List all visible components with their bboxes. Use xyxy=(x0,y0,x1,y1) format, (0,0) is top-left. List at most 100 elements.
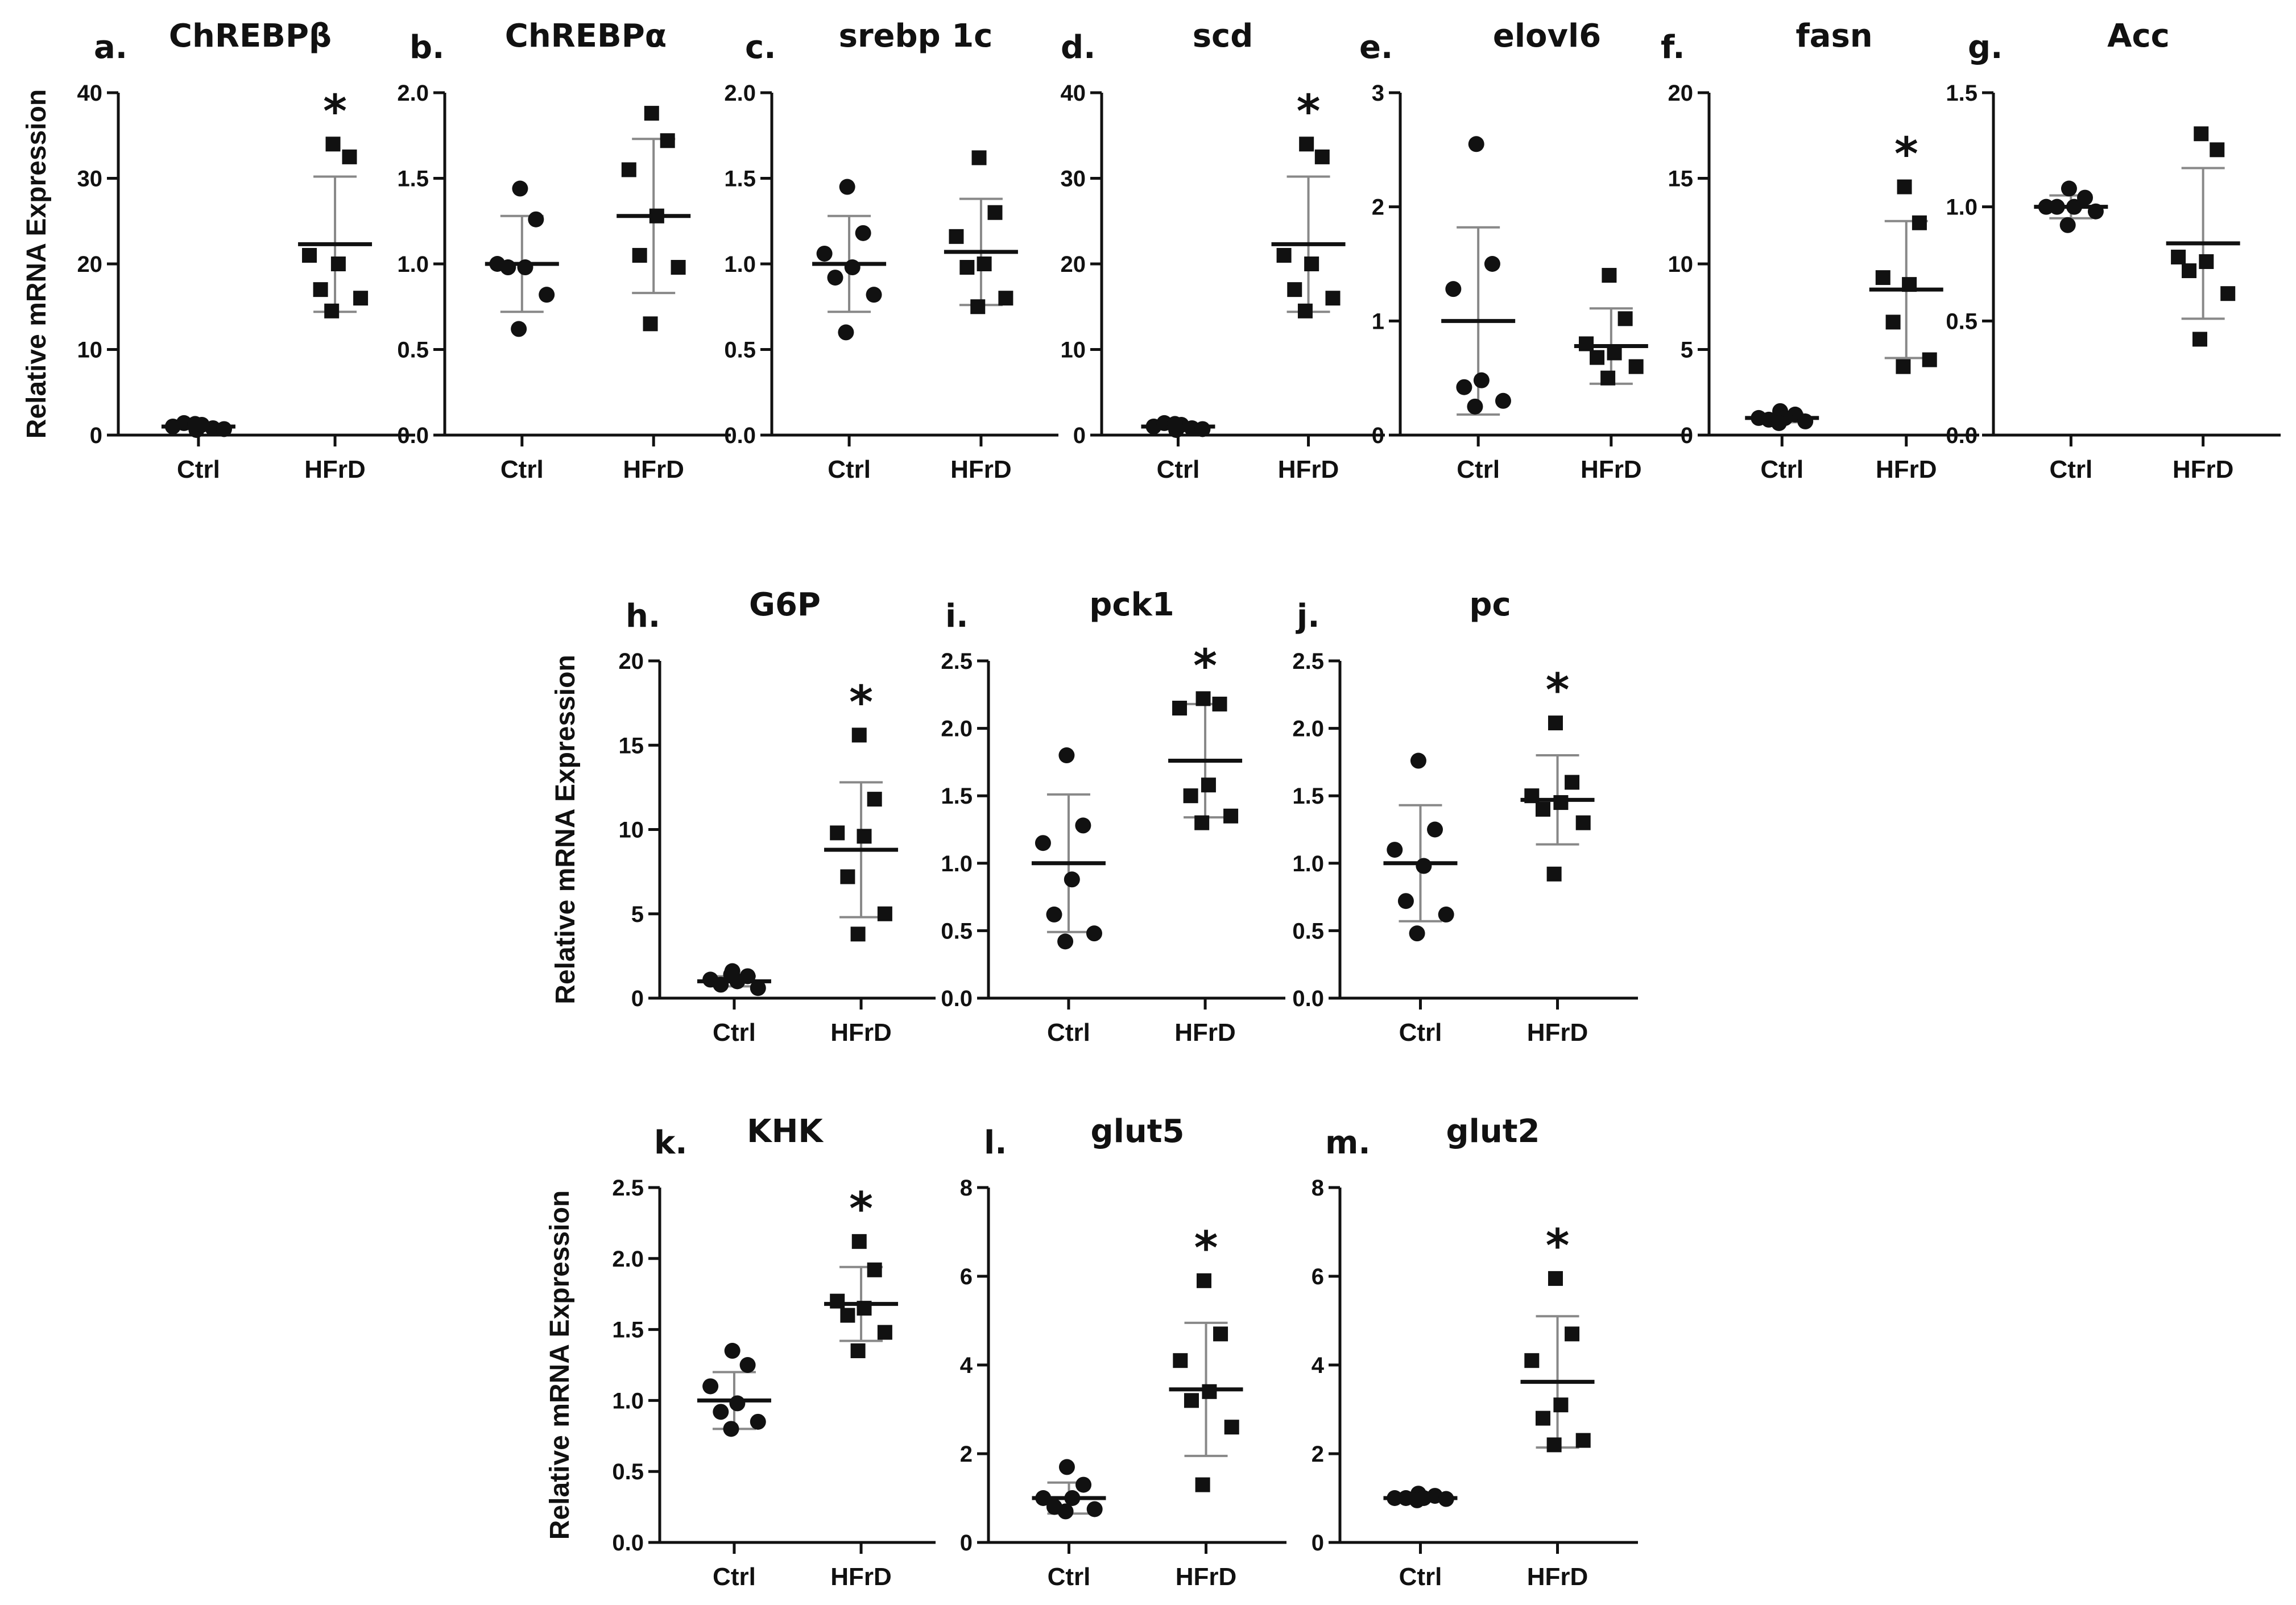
data-point xyxy=(1057,1503,1074,1520)
data-point xyxy=(324,303,340,318)
series-hfrd xyxy=(1574,268,1648,386)
data-point xyxy=(987,205,1003,220)
panel-title: ChREBPβ xyxy=(169,18,332,55)
data-point xyxy=(1172,701,1188,716)
y-tick-label: 10 xyxy=(619,818,644,843)
panel-title: KHK xyxy=(747,1113,824,1150)
data-point xyxy=(1579,336,1594,351)
data-point xyxy=(1535,801,1550,817)
data-point xyxy=(971,150,987,166)
data-point xyxy=(1456,379,1472,395)
panel-m: m. glut2 0 2 4 6 8 Ctrl HFrD * xyxy=(1312,1113,1638,1591)
data-point xyxy=(1575,1433,1591,1448)
y-tick-label: 1.5 xyxy=(1292,784,1324,809)
data-point xyxy=(1202,1384,1217,1399)
data-point xyxy=(1387,1490,1403,1506)
series-hfrd: * xyxy=(1169,1222,1243,1492)
data-point xyxy=(649,208,664,224)
y-tick-label: 0.0 xyxy=(724,423,756,448)
panel-letter: c. xyxy=(745,29,776,66)
panel-letter: f. xyxy=(1661,29,1685,66)
y-tick-label: 0 xyxy=(1372,423,1384,448)
y-tick-label: 30 xyxy=(77,167,103,192)
series-hfrd: * xyxy=(1271,85,1346,318)
panel-i: i. pck1 0.0 0.5 1.0 1.5 2.0 2.5 Ctrl HFrD * xyxy=(941,586,1285,1046)
y-tick-label: 1.5 xyxy=(724,167,756,192)
data-point xyxy=(1535,1410,1550,1426)
data-point xyxy=(621,162,636,177)
data-point xyxy=(1897,179,1912,195)
data-point xyxy=(877,906,892,921)
data-point xyxy=(840,1308,855,1323)
data-point xyxy=(1590,350,1605,365)
data-point xyxy=(643,316,658,332)
data-point xyxy=(1195,1477,1210,1492)
series-hfrd: * xyxy=(1520,1219,1595,1453)
data-point xyxy=(851,727,867,743)
data-point xyxy=(723,966,739,983)
x-tick-label: HFrD xyxy=(1278,456,1339,483)
panel-l: l. glut5 0 2 4 6 8 Ctrl HFrD * xyxy=(960,1113,1286,1591)
data-point xyxy=(1495,392,1511,409)
data-point xyxy=(539,287,555,303)
data-point xyxy=(1397,893,1414,909)
y-tick-label: 2 xyxy=(1372,195,1384,220)
data-point xyxy=(1524,788,1540,804)
data-point xyxy=(830,1293,845,1309)
significance-star: * xyxy=(1546,1219,1570,1272)
x-tick-label: Ctrl xyxy=(1399,1019,1442,1046)
series-hfrd xyxy=(2166,126,2240,347)
significance-star: * xyxy=(849,1182,873,1235)
x-tick-label: HFrD xyxy=(950,456,1012,483)
y-tick-label: 1.0 xyxy=(941,851,973,876)
data-point xyxy=(1524,1353,1540,1368)
panel-title: G6P xyxy=(749,586,821,623)
data-point xyxy=(1546,1437,1562,1453)
data-point xyxy=(511,321,527,337)
data-point xyxy=(671,260,686,275)
data-point xyxy=(724,1343,740,1359)
data-point xyxy=(2199,254,2214,269)
y-tick-label: 2.5 xyxy=(612,1176,644,1201)
y-tick-label: 1.0 xyxy=(1292,851,1324,876)
data-point xyxy=(850,1343,866,1359)
series-ctrl xyxy=(2034,180,2108,233)
y-tick-label: 0 xyxy=(1073,423,1086,448)
data-point xyxy=(2049,198,2065,215)
data-point xyxy=(2076,189,2093,206)
y-tick-label: 0.5 xyxy=(941,919,973,944)
panel-letter: k. xyxy=(654,1124,688,1161)
x-tick-label: Ctrl xyxy=(1047,1019,1090,1046)
data-point xyxy=(816,245,833,262)
series-hfrd: * xyxy=(1869,128,1943,374)
data-point xyxy=(1086,1501,1103,1517)
data-point xyxy=(517,259,533,276)
y-tick-label: 0.0 xyxy=(397,423,429,448)
data-point xyxy=(949,229,964,244)
y-tick-label: 0.5 xyxy=(397,338,429,363)
panel-e: e. elovl6 0 1 2 3 Ctrl HFrD xyxy=(1359,18,1689,483)
data-point xyxy=(216,421,232,437)
data-point xyxy=(1195,691,1211,706)
data-point xyxy=(1213,1326,1228,1342)
y-tick-label: 40 xyxy=(1061,81,1086,106)
series-hfrd: * xyxy=(1520,664,1595,882)
panel-g: g. Acc 0.0 0.5 1.0 1.5 Ctrl HFrD xyxy=(1946,18,2281,483)
panel-j: j. pc 0.0 0.5 1.0 1.5 2.0 2.5 Ctrl HFrD * xyxy=(1292,586,1638,1046)
data-point xyxy=(867,1262,882,1277)
panel-letter: a. xyxy=(94,29,127,66)
data-point xyxy=(1607,345,1622,361)
y-tick-label: 0 xyxy=(1681,423,1693,448)
y-tick-label: 0.0 xyxy=(1292,986,1324,1011)
data-point xyxy=(313,282,328,297)
data-point xyxy=(1057,933,1074,950)
panel-f: f. fasn 0 5 10 15 20 Ctrl HFrD * xyxy=(1661,18,1979,483)
data-point xyxy=(840,869,855,884)
y-tick-label: 0 xyxy=(631,986,644,1011)
data-point xyxy=(851,1234,867,1249)
data-point xyxy=(1035,835,1051,851)
data-point xyxy=(1387,842,1403,858)
y-tick-label: 15 xyxy=(619,733,644,758)
panel-title: pck1 xyxy=(1089,586,1174,623)
